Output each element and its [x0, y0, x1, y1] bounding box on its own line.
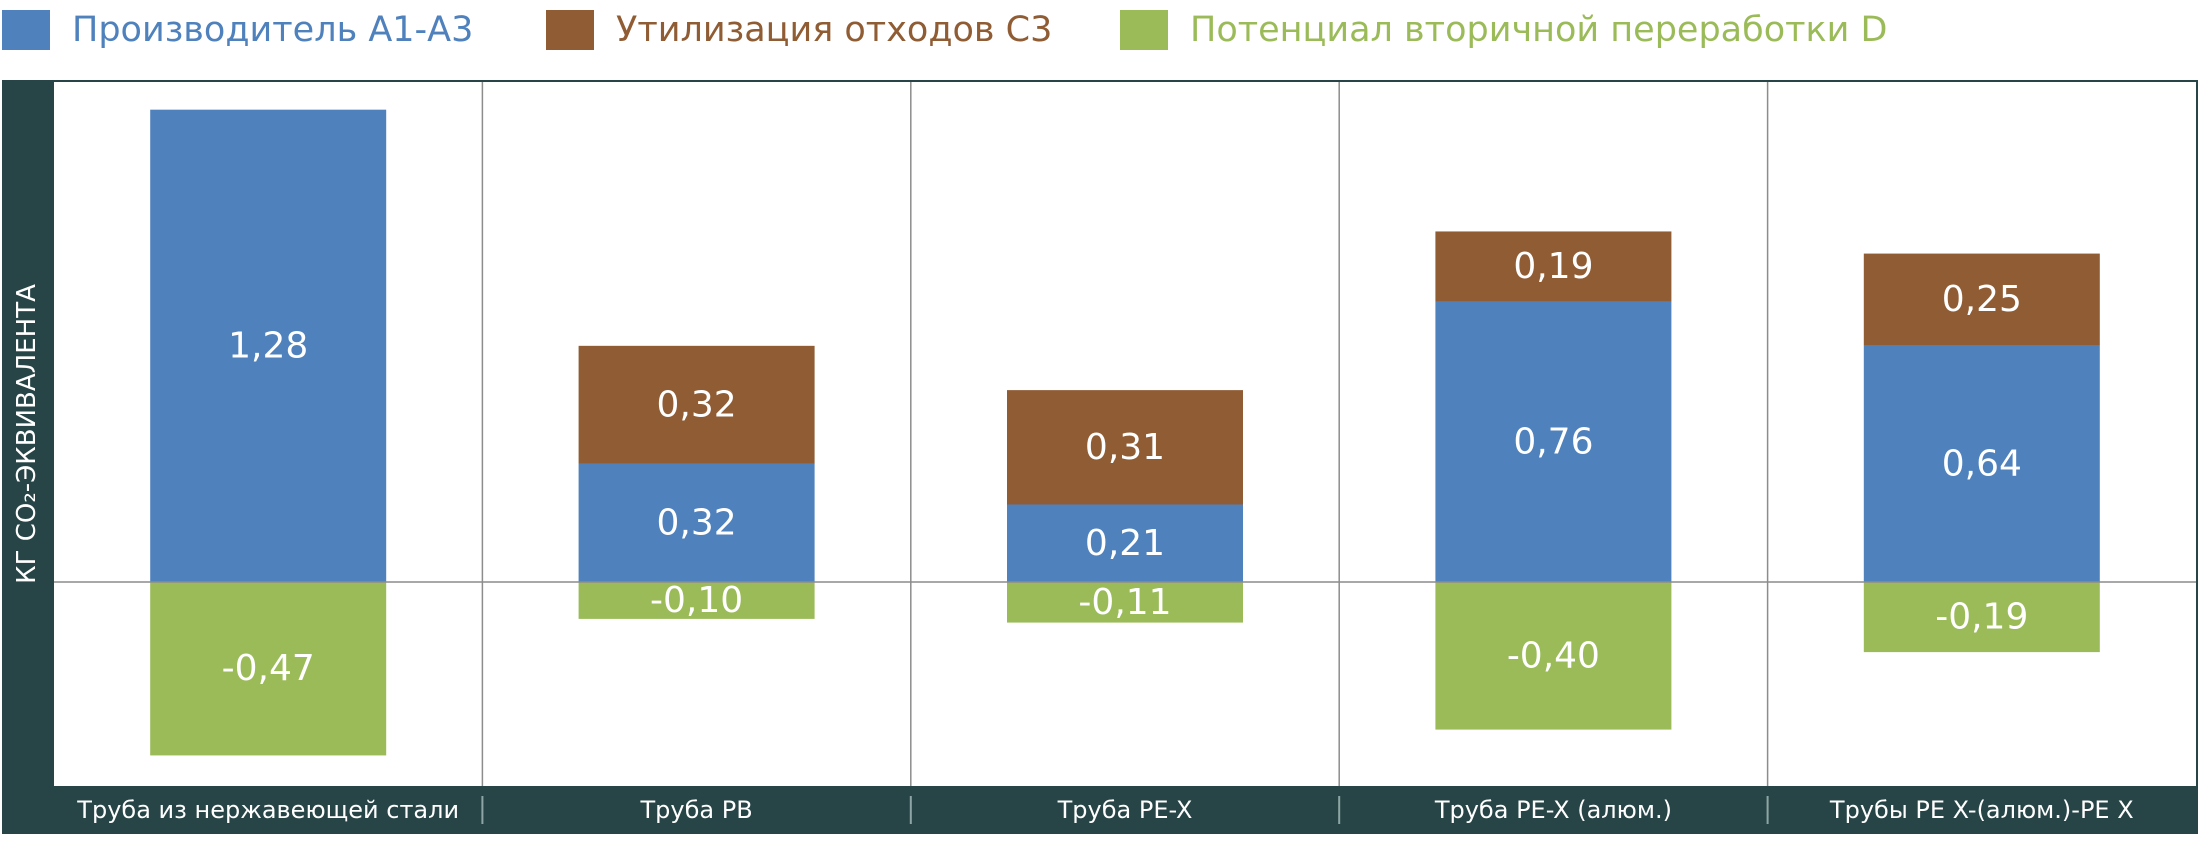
category-label: Труба PB	[640, 796, 753, 824]
bar-a1a3	[150, 109, 387, 582]
bar-a1a3	[1007, 504, 1243, 582]
bar-c3	[1007, 390, 1243, 505]
legend-item-d: Потенциал вторичной переработки D	[1120, 8, 1887, 52]
category-label: Трубы PE X-(алюм.)-PE X	[1829, 796, 2134, 824]
bar-d-label: -0,10	[650, 580, 743, 621]
bar-a1a3-label: 0,64	[1942, 443, 2022, 484]
bar-d-label: -0,47	[222, 648, 315, 689]
bar-d-label: -0,40	[1507, 635, 1600, 676]
legend-label-c3: Утилизация отходов С3	[616, 10, 1053, 50]
bar-d	[150, 582, 387, 756]
legend-label-a1a3: Производитель А1-А3	[72, 10, 474, 50]
category-label: Труба PE-X (алюм.)	[1434, 796, 1672, 824]
bar-c3-label: 0,19	[1513, 246, 1593, 287]
bar-c3	[1863, 253, 2100, 346]
bar-a1a3	[1435, 301, 1672, 582]
bar-a1a3-label: 0,76	[1513, 421, 1593, 462]
legend-item-c3: Утилизация отходов С3	[546, 8, 1052, 52]
bar-c3-label: 0,32	[657, 384, 737, 425]
category-label: Труба из нержавеющей стали	[76, 796, 459, 824]
legend-item-a1a3: Производитель А1-А3	[2, 8, 473, 52]
bar-a1a3-label: 0,21	[1085, 523, 1165, 564]
bar-a1a3	[578, 463, 815, 582]
y-axis-label: КГ CO₂-ЭКВИВАЛЕНТА	[12, 284, 42, 584]
legend-swatch-a1a3	[2, 10, 50, 50]
bar-c3	[1435, 231, 1672, 302]
legend-swatch-d	[1120, 10, 1168, 50]
category-label: Труба PE-X	[1057, 796, 1193, 824]
bar-d	[1435, 582, 1672, 730]
legend-label-d: Потенциал вторичной переработки D	[1190, 10, 1888, 50]
bar-a1a3-label: 1,28	[228, 325, 308, 366]
bar-d-label: -0,11	[1078, 582, 1171, 623]
bar-c3-label: 0,31	[1085, 427, 1165, 468]
bar-a1a3-label: 0,32	[657, 502, 737, 543]
bar-a1a3	[1863, 345, 2100, 582]
bar-c3	[578, 345, 815, 464]
bar-d	[578, 582, 815, 619]
legend-swatch-c3	[546, 10, 594, 50]
bar-d	[1007, 582, 1243, 623]
bar-c3-label: 0,25	[1942, 279, 2022, 320]
legend: Производитель А1-А3 Утилизация отходов С…	[0, 0, 2200, 60]
bar-d-label: -0,19	[1935, 597, 2028, 638]
bar-d	[1863, 582, 2100, 653]
